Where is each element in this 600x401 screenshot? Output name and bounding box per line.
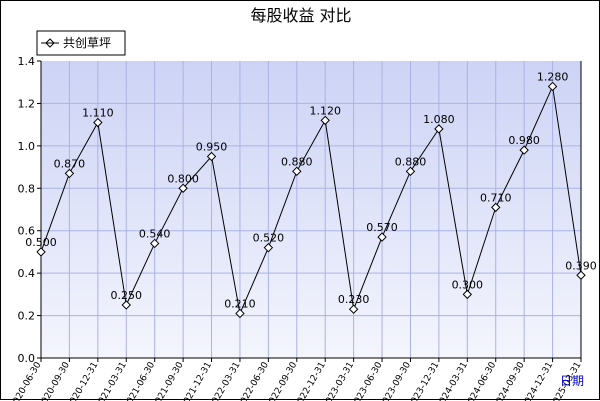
data-label: 0.390	[565, 259, 597, 272]
data-label: 0.230	[338, 293, 370, 306]
legend-label: 共创草坪	[63, 36, 111, 50]
data-label: 0.870	[54, 157, 86, 170]
x-tick-label: 2020-06-30	[9, 360, 44, 401]
data-label: 0.880	[395, 155, 427, 168]
data-label: 0.950	[196, 140, 228, 153]
data-label: 0.500	[25, 236, 57, 249]
y-tick-label: 0.4	[18, 267, 36, 280]
y-tick-label: 1.0	[18, 140, 36, 153]
data-label: 1.280	[537, 70, 569, 83]
data-label: 0.210	[224, 297, 256, 310]
data-label: 0.980	[508, 134, 540, 147]
x-axis-ticks: 2020-06-302020-09-302020-12-312021-03-31…	[9, 358, 584, 401]
y-tick-label: 1.4	[18, 55, 36, 68]
data-label: 0.710	[480, 191, 512, 204]
data-label: 0.300	[452, 278, 484, 291]
x-axis-label: 日期	[560, 374, 584, 388]
data-label: 1.120	[309, 104, 341, 117]
data-label: 1.110	[82, 107, 114, 120]
y-tick-label: 0.2	[18, 310, 36, 323]
chart-title: 每股收益 对比	[250, 6, 351, 25]
data-label: 0.570	[366, 221, 398, 234]
y-tick-label: 1.2	[18, 97, 36, 110]
data-label: 0.520	[253, 232, 285, 245]
data-label: 0.250	[111, 289, 143, 302]
data-label: 0.880	[281, 155, 313, 168]
data-label: 1.080	[423, 113, 455, 126]
data-label: 0.800	[167, 172, 199, 185]
legend: 共创草坪	[37, 31, 125, 55]
y-tick-label: 0.8	[18, 182, 36, 195]
data-label: 0.540	[139, 227, 171, 240]
y-axis-ticks: 0.00.20.40.60.81.01.21.4	[18, 55, 42, 365]
